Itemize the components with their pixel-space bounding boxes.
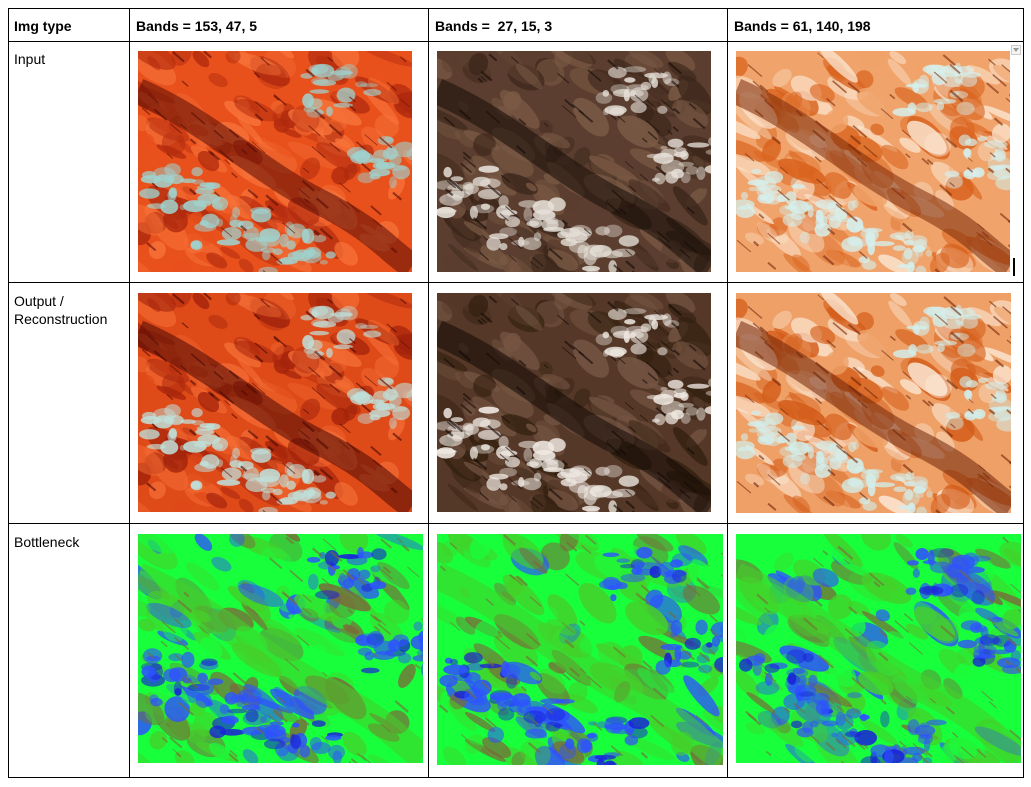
input-image-bands-61-140-198 [736,51,1010,272]
header-bands-27-15-3: Bands = 27, 15, 3 [435,18,553,34]
output-image-bands-27-15-3 [437,293,711,512]
header-bands-153-47-5: Bands = 153, 47, 5 [136,18,258,34]
bottleneck-image-bands-61-140-198 [736,534,1021,763]
output-image-bands-153-47-5 [138,293,412,512]
bottleneck-image-bands-153-47-5 [138,534,423,763]
row-label-input: Input [14,51,46,67]
table-col-divider-1 [129,8,130,778]
bottleneck-image-bands-27-15-3 [437,534,723,765]
header-bands-61-140-198: Bands = 61, 140, 198 [734,18,871,34]
table-border-bottom [8,777,1024,778]
table-rule-header [8,41,1024,42]
row-label-output-reconstruction: Output / Reconstruction [14,293,108,327]
table-col-divider-2 [428,8,429,778]
text-cursor [1013,258,1015,276]
row-label-bottleneck: Bottleneck [14,534,80,550]
table-border-top [8,8,1024,9]
input-image-bands-153-47-5 [138,51,412,272]
header-img-type: Img type [14,18,72,34]
table-rule-row2 [8,523,1024,524]
output-image-bands-61-140-198 [736,293,1011,513]
table-col-divider-3 [727,8,728,778]
chevron-down-icon[interactable] [1011,45,1021,55]
table-border-right [1023,8,1024,778]
input-image-bands-27-15-3 [437,51,711,272]
table-border-left [8,8,9,778]
table-rule-row1 [8,282,1024,283]
